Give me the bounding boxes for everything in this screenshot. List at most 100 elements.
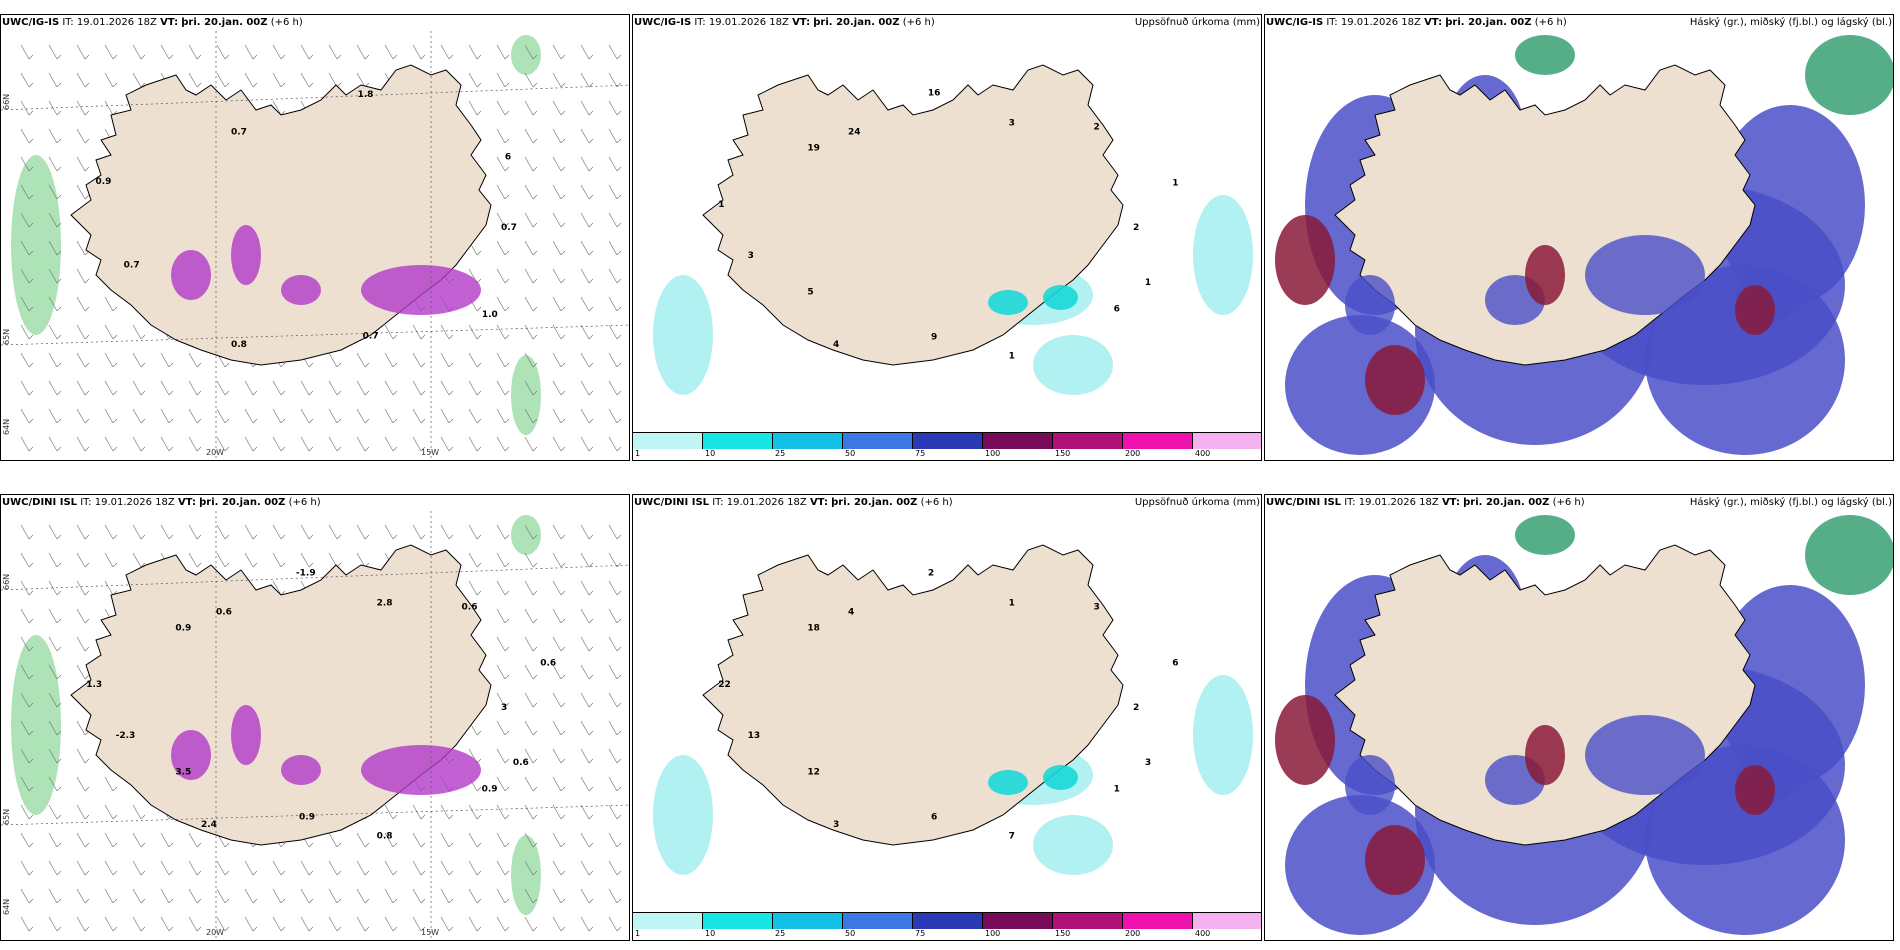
longitude-label: 15W	[421, 448, 439, 457]
value-label: -2.3	[116, 731, 136, 741]
value-label: 3	[1009, 118, 1015, 128]
offset: (+6 h)	[288, 497, 321, 508]
offset: (+6 h)	[1552, 497, 1585, 508]
value-label: 12	[807, 768, 820, 778]
map-panel-p2: 2 1 6 1 9 4 5 3 1 19 24 16 3 2 1 UWC/IG-IS IT: 19.01.20…	[632, 14, 1262, 461]
map-panel-p3: UWC/IG-IS IT: 19.01.2026 18Z VT: þri. 20…	[1264, 14, 1894, 461]
map-panel-p1: 0.7 1.0 0.7 0.8 0.7 0.9 0.7 1.8 6 20W 15W 66N 65N 64N…	[0, 14, 630, 461]
offset: (+6 h)	[1534, 17, 1567, 28]
vt-label: VT:	[1424, 17, 1443, 28]
map-panel-p6: UWC/DINI ISL IT: 19.01.2026 18Z VT: þri.…	[1264, 494, 1894, 941]
value-label: 0.7	[231, 128, 247, 138]
value-label: 0.6	[513, 758, 529, 768]
vt-label: VT:	[809, 497, 828, 508]
colorbar-swatch	[913, 913, 983, 929]
caption-right: Háský (gr.), miðský (fj.bl.) og lágský (…	[1689, 497, 1892, 508]
it-value: 19.01.2026 18Z	[726, 497, 807, 508]
value-label: 0.7	[124, 261, 140, 271]
it-value: 19.01.2026 18Z	[1358, 497, 1439, 508]
panel-caption: UWC/DINI ISL IT: 19.01.2026 18Z VT: þri.…	[1265, 495, 1893, 511]
colorbar-label: 25	[775, 929, 786, 938]
map-panel-p5: 2 3 1 7 6 3 12 13 22 18 4 2 1 3 6 UWC/DINI ISL IT: 19.0…	[632, 494, 1262, 941]
value-label: 0.9	[95, 177, 111, 187]
value-label: 18	[807, 624, 820, 634]
vt-value: þri. 20.jan. 00Z	[1445, 17, 1532, 28]
value-label: 19	[807, 144, 820, 154]
caption-right: Uppsöfnuð úrkoma (mm)	[1134, 497, 1260, 508]
value-label: 0.8	[377, 831, 393, 841]
it-label: IT:	[1326, 17, 1338, 28]
model-name: UWC/DINI ISL	[1266, 497, 1342, 508]
latitude-label: 64N	[2, 419, 11, 435]
vt-value: þri. 20.jan. 00Z	[813, 17, 900, 28]
caption-left: UWC/IG-IS IT: 19.01.2026 18Z VT: þri. 20…	[634, 15, 935, 31]
colorbar-swatch	[1123, 433, 1193, 449]
colorbar: 1 10 25 50 75 100 150 200 400	[633, 912, 1261, 940]
value-label: 1.8	[357, 90, 373, 100]
map-canvas: 3 0.6 0.9 0.8 0.9 2.4 3.5 -2.3 1.3 0.9 0.6 -1.9 2.8 0…	[1, 511, 629, 940]
value-label: 0.6	[462, 603, 478, 613]
map-canvas	[1265, 15, 1893, 460]
colorbar-swatch	[1193, 913, 1261, 929]
it-label: IT:	[1344, 497, 1356, 508]
value-label: 4	[848, 608, 854, 618]
it-label: IT:	[62, 17, 74, 28]
caption-left: UWC/IG-IS IT: 19.01.2026 18Z VT: þri. 20…	[1266, 15, 1567, 31]
colorbar-swatch	[1053, 433, 1123, 449]
colorbar-swatch	[1123, 913, 1193, 929]
value-label: 1	[718, 200, 724, 210]
it-label: IT:	[712, 497, 724, 508]
colorbar-label: 10	[705, 449, 716, 458]
panel-caption: UWC/IG-IS IT: 19.01.2026 18Z VT: þri. 20…	[1265, 15, 1893, 31]
value-label: 3	[833, 820, 839, 830]
caption-right: Háský (gr.), miðský (fj.bl.) og lágský (…	[1689, 17, 1892, 28]
colorbar-label: 150	[1055, 449, 1071, 458]
value-label: 0.9	[482, 785, 498, 795]
value-label: 1	[1009, 598, 1015, 608]
colorbar: 1 10 25 50 75 100 150 200 400	[633, 432, 1261, 460]
model-name: UWC/IG-IS	[1266, 17, 1324, 28]
colorbar-label: 100	[985, 929, 1001, 938]
colorbar-label: 200	[1125, 929, 1141, 938]
value-label: 1.0	[482, 310, 498, 320]
colorbar-label: 200	[1125, 449, 1141, 458]
value-label: 1	[1145, 278, 1151, 288]
colorbar-swatch	[983, 913, 1053, 929]
colorbar-swatch	[773, 913, 843, 929]
value-label: 2	[1094, 123, 1100, 133]
value-label: 0.6	[216, 608, 232, 618]
colorbar-label: 10	[705, 929, 716, 938]
value-label: 0.7	[363, 331, 379, 341]
value-label: 5	[807, 288, 813, 298]
value-label: 3	[501, 703, 507, 713]
colorbar-label: 150	[1055, 929, 1071, 938]
panel-caption: UWC/DINI ISL IT: 19.01.2026 18Z VT: þri.…	[633, 495, 1261, 511]
colorbar-label: 50	[845, 449, 856, 458]
caption-right: Uppsöfnuð úrkoma (mm)	[1134, 17, 1260, 28]
iceland-landmass	[702, 64, 1124, 366]
model-name: UWC/DINI ISL	[2, 497, 78, 508]
colorbar-label: 1	[635, 449, 641, 458]
iceland-landmass	[702, 544, 1124, 846]
value-label: 3	[1145, 758, 1151, 768]
latitude-label: 66N	[2, 94, 11, 110]
iceland-landmass	[70, 544, 492, 846]
colorbar-swatch	[633, 433, 703, 449]
value-label: -1.9	[296, 569, 316, 579]
value-label: 0.9	[299, 812, 315, 822]
value-label: 0.9	[175, 624, 191, 634]
value-label: 2.8	[377, 598, 393, 608]
value-label: 1	[1114, 785, 1120, 795]
value-label: 6	[931, 812, 937, 822]
model-name: UWC/IG-IS	[2, 17, 60, 28]
it-value: 19.01.2026 18Z	[1340, 17, 1421, 28]
it-value: 19.01.2026 18Z	[76, 17, 157, 28]
colorbar-swatch	[703, 433, 773, 449]
vt-value: þri. 20.jan. 00Z	[181, 17, 268, 28]
offset: (+6 h)	[920, 497, 953, 508]
value-label: 1.3	[86, 680, 102, 690]
colorbar-swatch	[1053, 913, 1123, 929]
value-label: 2	[928, 569, 934, 579]
longitude-label: 20W	[206, 928, 224, 937]
value-label: 3.5	[175, 768, 191, 778]
